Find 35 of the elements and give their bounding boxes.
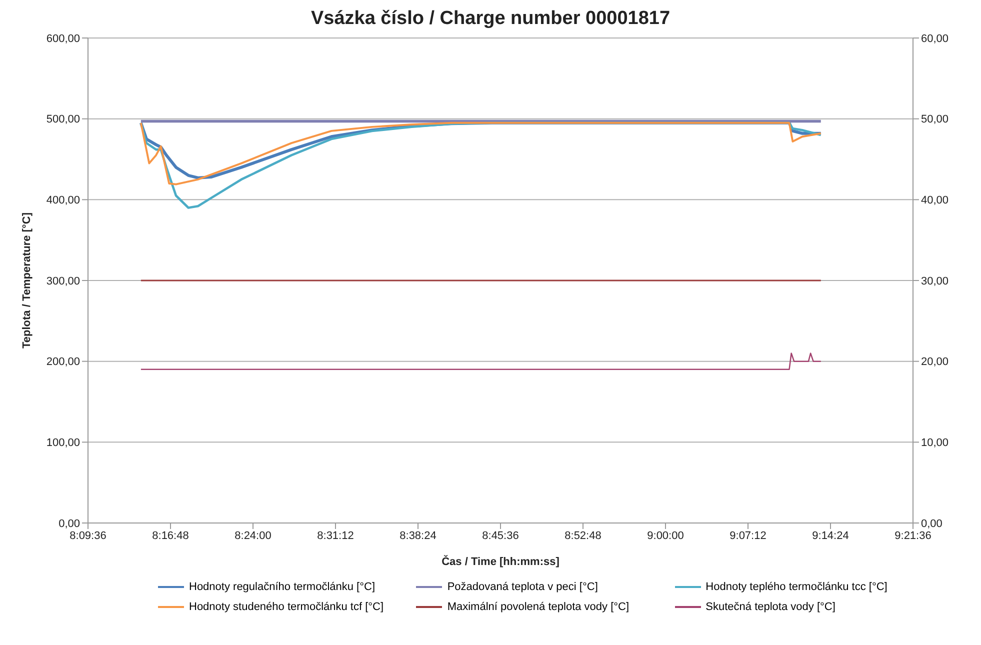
y-tick-label: 400,00 <box>46 194 80 207</box>
y-axis-title: Teplota / Temperature [°C] <box>20 212 33 349</box>
y-tick-label: 500,00 <box>46 114 80 126</box>
x-tick-label: 9:00:00 <box>647 530 684 542</box>
y2-tick-label: 0,00 <box>921 518 942 530</box>
y2-tick-label: 40,00 <box>921 194 949 207</box>
y2-tick-label: 50,00 <box>921 114 949 126</box>
y-tick-label: 300,00 <box>46 275 80 288</box>
y2-tick-label: 20,00 <box>921 356 949 368</box>
x-tick-label: 9:07:12 <box>730 530 766 542</box>
x-tick-label: 9:14:24 <box>812 530 849 542</box>
legend-label: Maximální povolená teplota vody [°C] <box>447 601 630 613</box>
legend-label: Požadovaná teplota v peci [°C] <box>447 581 598 593</box>
x-tick-label: 9:21:36 <box>894 530 932 542</box>
x-tick-label: 8:45:36 <box>482 530 519 542</box>
y-tick-label: 100,00 <box>46 437 80 450</box>
x-tick-label: 8:31:12 <box>317 530 354 542</box>
y-tick-label: 600,00 <box>46 32 80 45</box>
x-tick-label: 8:09:36 <box>70 530 106 542</box>
x-tick-label: 8:16:48 <box>152 530 189 542</box>
legend-label: Hodnoty regulačního termočlánku [°C] <box>189 581 375 593</box>
legend-label: Hodnoty teplého termočlánku tcc [°C] <box>706 581 888 593</box>
x-tick-label: 8:52:48 <box>564 530 602 542</box>
chart-title: Vsázka číslo / Charge number 00001817 <box>310 8 672 30</box>
line-series <box>140 122 822 209</box>
y2-tick-label: 10,00 <box>921 437 949 450</box>
x-axis-title: Čas / Time [hh:mm:ss] <box>442 555 560 568</box>
legend-label: Hodnoty studeného termočlánku tcf [°C] <box>189 601 384 613</box>
x-tick-label: 8:38:24 <box>400 530 436 542</box>
legend-label: Skutečná teplota vody [°C] <box>706 601 836 613</box>
y-tick-label: 200,00 <box>46 356 80 368</box>
x-tick-label: 8:24:00 <box>234 530 272 542</box>
y2-tick-label: 60,00 <box>921 32 949 45</box>
y-tick-label: 0,00 <box>58 518 80 530</box>
y2-tick-label: 30,00 <box>921 275 949 288</box>
